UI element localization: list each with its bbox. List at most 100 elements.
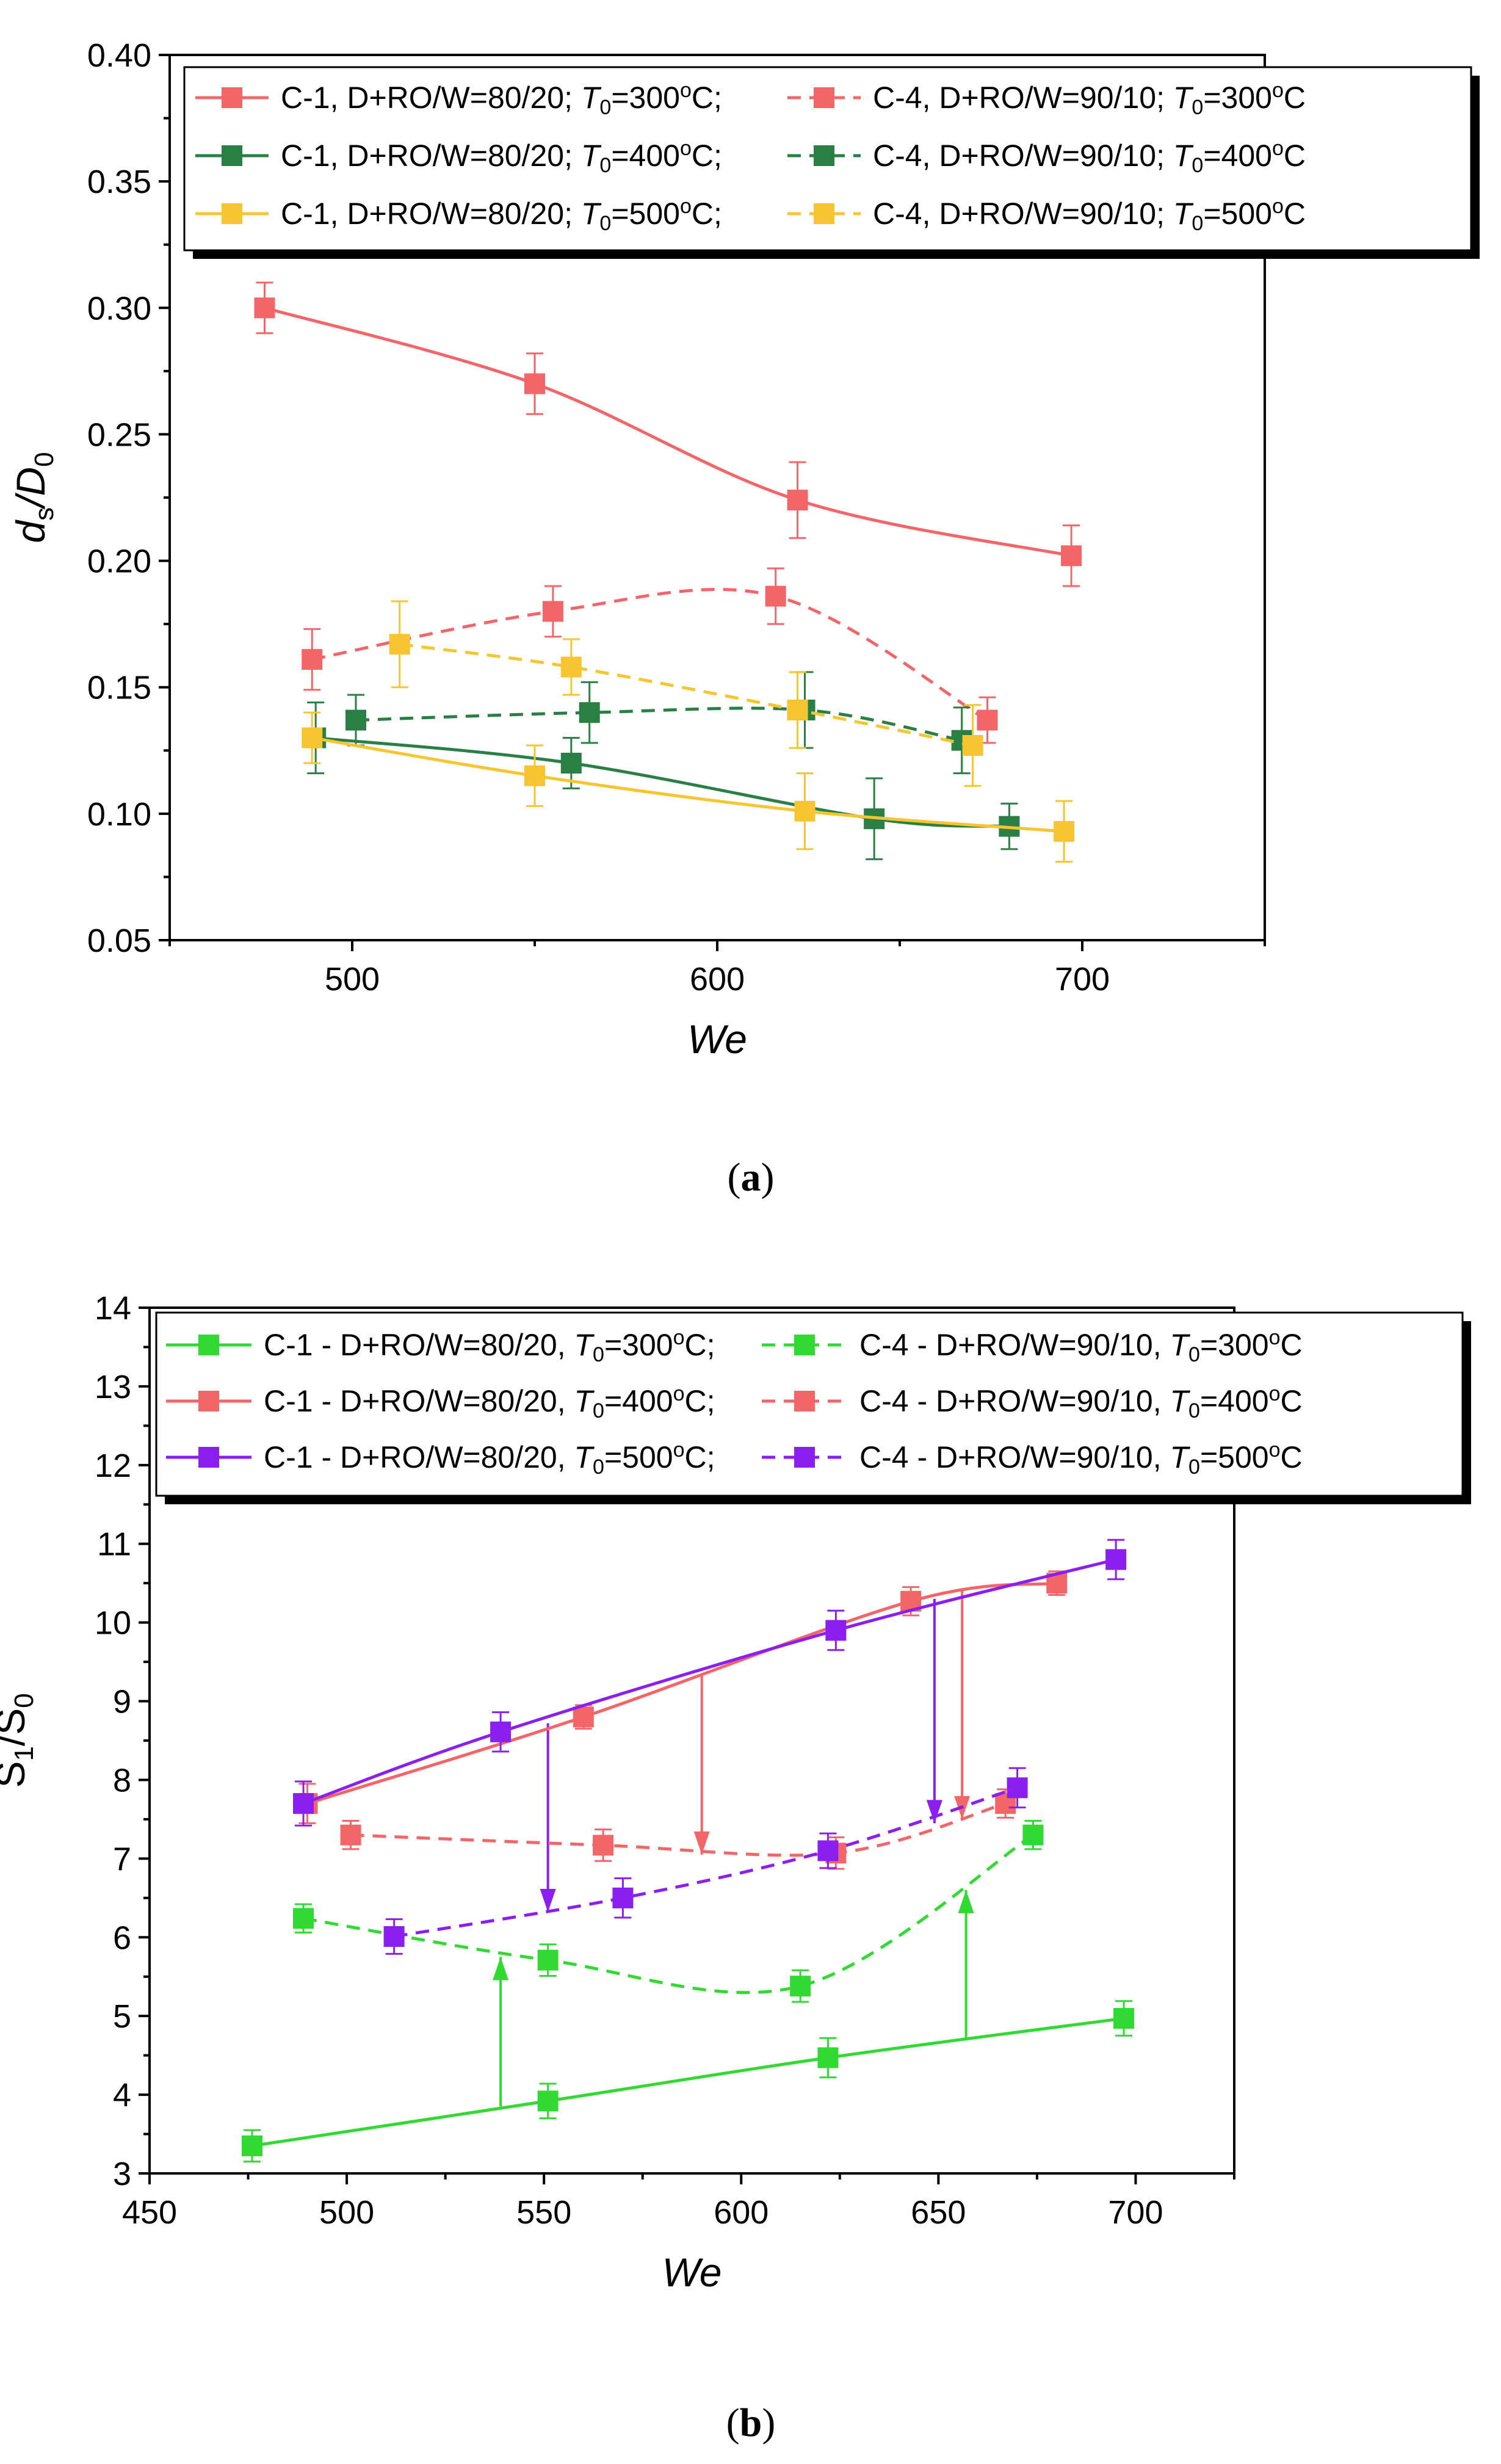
y-tick-label: 6 xyxy=(113,1919,131,1956)
legend-label: C-1 - D+RO/W=80/20, T0=500oC; xyxy=(264,1438,715,1479)
legend-unit: C; xyxy=(692,81,722,115)
series-line xyxy=(315,736,1010,828)
data-point xyxy=(1105,1549,1127,1570)
legend-text: C-4 - D+RO/W=90/10, xyxy=(859,1440,1170,1474)
legend-T: T xyxy=(581,197,602,231)
y-label-sep: /S xyxy=(0,1708,33,1746)
legend-label: C-4, D+RO/W=90/10; T0=400oC xyxy=(873,137,1306,177)
legend-T-sub: 0 xyxy=(1188,1399,1200,1422)
legend-text: C-4 - D+RO/W=90/10, xyxy=(859,1328,1170,1362)
data-point xyxy=(573,1706,594,1728)
legend-temp: =300 xyxy=(1203,81,1272,115)
legend-T: T xyxy=(581,81,602,115)
legend-T-sub: 0 xyxy=(1188,1343,1200,1366)
legend-T-sub: 0 xyxy=(599,154,611,177)
legend-degree: o xyxy=(680,79,692,102)
y-tick-label: 0.35 xyxy=(87,164,151,200)
legend-swatch-marker xyxy=(222,87,242,108)
legend-text: C-1, D+RO/W=80/20; xyxy=(281,197,581,231)
series-line xyxy=(399,642,974,747)
transition-arrow-head xyxy=(693,1831,710,1855)
data-point xyxy=(302,649,323,670)
data-point xyxy=(817,2047,839,2068)
legend-temp: =300 xyxy=(611,81,680,115)
series-line xyxy=(303,1558,1116,1805)
legend-T-sub: 0 xyxy=(593,1455,604,1479)
data-point xyxy=(524,373,545,394)
caption-letter: a xyxy=(741,1155,761,1200)
x-axis-label: We xyxy=(662,2250,722,2295)
legend-unit: C xyxy=(1281,1440,1303,1474)
data-point xyxy=(302,727,323,748)
chart-panel-a: 0.05 0.10 0.15 0.20 0.25 0.30 0.35 0.40 500 600 70… xyxy=(8,37,1480,1200)
legend-swatch-marker xyxy=(198,1447,219,1468)
legend-label: C-1 - D+RO/W=80/20, T0=300oC; xyxy=(264,1326,715,1366)
y-axis-label: S1/S0 xyxy=(0,1693,39,1788)
y-label-sep: /D xyxy=(8,467,53,510)
legend-degree: o xyxy=(1272,195,1284,218)
series-3 xyxy=(340,1788,1016,1870)
legend-swatch-marker xyxy=(794,1335,815,1355)
legend-swatch-marker xyxy=(794,1447,815,1468)
x-tick-label: 500 xyxy=(319,2194,374,2231)
data-point xyxy=(612,1887,634,1908)
data-point xyxy=(345,709,366,731)
legend-temp: =400 xyxy=(611,139,680,173)
data-point xyxy=(790,1976,811,1997)
data-point xyxy=(787,490,808,511)
series-line xyxy=(350,1802,1006,1857)
data-point xyxy=(560,753,582,774)
x-tick-label: 650 xyxy=(911,2194,966,2231)
chart-panel-b: 34567891011121314450500550600650700WeS1/… xyxy=(0,1290,1471,2445)
y-axis-label: ds/D0 xyxy=(8,452,59,543)
x-tick-label: 600 xyxy=(714,2194,769,2231)
series-line xyxy=(311,736,1065,833)
series-0 xyxy=(254,281,1082,587)
data-point xyxy=(383,1926,405,1947)
legend-swatch-marker xyxy=(814,203,834,224)
y-tick-label: 10 xyxy=(95,1605,131,1642)
y-tick-label: 3 xyxy=(113,2156,131,2192)
data-point xyxy=(524,765,545,786)
legend-unit: C; xyxy=(685,1440,715,1474)
legend-T: T xyxy=(574,1440,595,1474)
legend-label: C-4 - D+RO/W=90/10, T0=300oC xyxy=(859,1326,1303,1366)
y-tick-label: 4 xyxy=(113,2077,131,2114)
legend-T-sub: 0 xyxy=(1192,154,1203,177)
transition-arrow-head xyxy=(958,1890,974,1913)
series-1 xyxy=(302,567,998,744)
y-tick-label: 14 xyxy=(95,1290,131,1327)
legend-T: T xyxy=(574,1384,595,1418)
x-tick-label: 500 xyxy=(325,961,380,998)
data-point xyxy=(794,800,816,822)
legend-degree: o xyxy=(680,137,692,160)
y-tick-label: 8 xyxy=(113,1762,131,1799)
y-tick-label: 0.05 xyxy=(87,922,151,959)
legend-temp: =300 xyxy=(604,1328,673,1362)
legend-T-sub: 0 xyxy=(599,96,611,119)
legend-unit: C xyxy=(1284,197,1306,231)
legend-swatch-marker xyxy=(198,1391,219,1411)
series-line xyxy=(251,2016,1124,2148)
caption-letter: b xyxy=(740,2401,762,2445)
panel-caption: (b) xyxy=(726,2401,776,2445)
data-point xyxy=(825,1620,847,1641)
series-2 xyxy=(305,701,1020,860)
legend-swatch-marker xyxy=(794,1391,815,1411)
data-point xyxy=(787,700,808,720)
series-5 xyxy=(383,1767,1028,1955)
legend-T-sub: 0 xyxy=(593,1343,604,1366)
series-1 xyxy=(293,1819,1044,2003)
legend-temp: =300 xyxy=(1200,1328,1269,1362)
y-tick-label: 0.40 xyxy=(87,37,151,74)
data-point xyxy=(537,2090,559,2112)
data-point xyxy=(962,735,983,756)
legend-T: T xyxy=(1170,1440,1191,1474)
data-point xyxy=(490,1721,512,1742)
legend-unit: C xyxy=(1284,81,1306,115)
legend-unit: C; xyxy=(685,1384,715,1418)
legend-degree: o xyxy=(1269,1326,1281,1349)
legend-unit: C xyxy=(1284,139,1306,173)
data-point xyxy=(977,709,998,731)
